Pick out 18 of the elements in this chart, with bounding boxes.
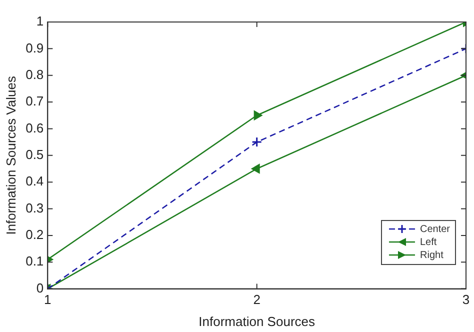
y-axis-title: Information Sources Values — [3, 76, 18, 235]
y-tick-label: 0.1 — [26, 254, 44, 269]
legend-label: Right — [420, 250, 444, 261]
y-tick-label: 0.5 — [26, 146, 44, 162]
y-tick-label: 0.4 — [26, 174, 44, 189]
y-tick-label: 0.8 — [26, 66, 44, 82]
x-axis-title: Information Sources — [198, 314, 316, 329]
y-tick-label: 0.3 — [26, 200, 44, 216]
x-tick-label: 2 — [253, 292, 260, 308]
y-tick-label: 0.6 — [26, 120, 44, 136]
y-tick-label: 1 — [36, 14, 44, 29]
y-tick-label: 0.2 — [26, 227, 44, 242]
x-tick-label: 3 — [462, 292, 470, 308]
y-tick-label: 0.9 — [26, 40, 44, 56]
legend-label: Center — [420, 224, 450, 235]
y-tick-label: 0.7 — [26, 94, 44, 109]
y-tick-label: 0 — [36, 280, 44, 296]
legend-label: Left — [420, 236, 437, 248]
